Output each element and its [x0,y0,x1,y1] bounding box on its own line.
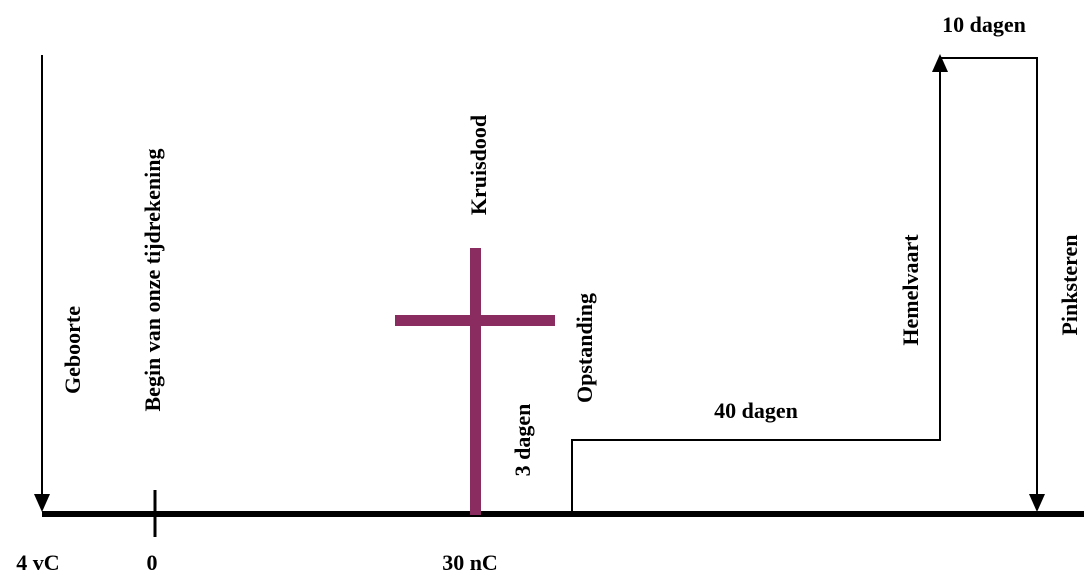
label-pinksteren: Pinksteren [1057,234,1082,335]
tick-label-death-year: 30 nC [442,550,498,575]
label-kruisdood: Kruisdood [466,115,491,215]
label-ten-days: 10 dagen [942,12,1026,37]
label-hemelvaart: Hemelvaart [898,234,923,346]
forty-days-path [571,70,941,512]
cross-vertical-beam [470,248,481,515]
pentecost-arrowhead [1029,494,1045,512]
label-forty-days: 40 dagen [714,398,798,423]
cross-horizontal-beam [395,315,555,326]
label-opstanding: Opstanding [572,293,597,403]
birth-arrowhead [34,494,50,512]
label-geboorte: Geboorte [60,306,85,394]
label-three-days: 3 dagen [510,404,535,477]
ten-days-path [940,57,1038,495]
tick-label-birth-year: 4 vC [16,550,59,575]
ascension-arrowhead [932,54,948,72]
label-begin-tijdrekening: Begin van onze tijdrekening [140,148,165,411]
tick-label-zero: 0 [147,550,158,575]
